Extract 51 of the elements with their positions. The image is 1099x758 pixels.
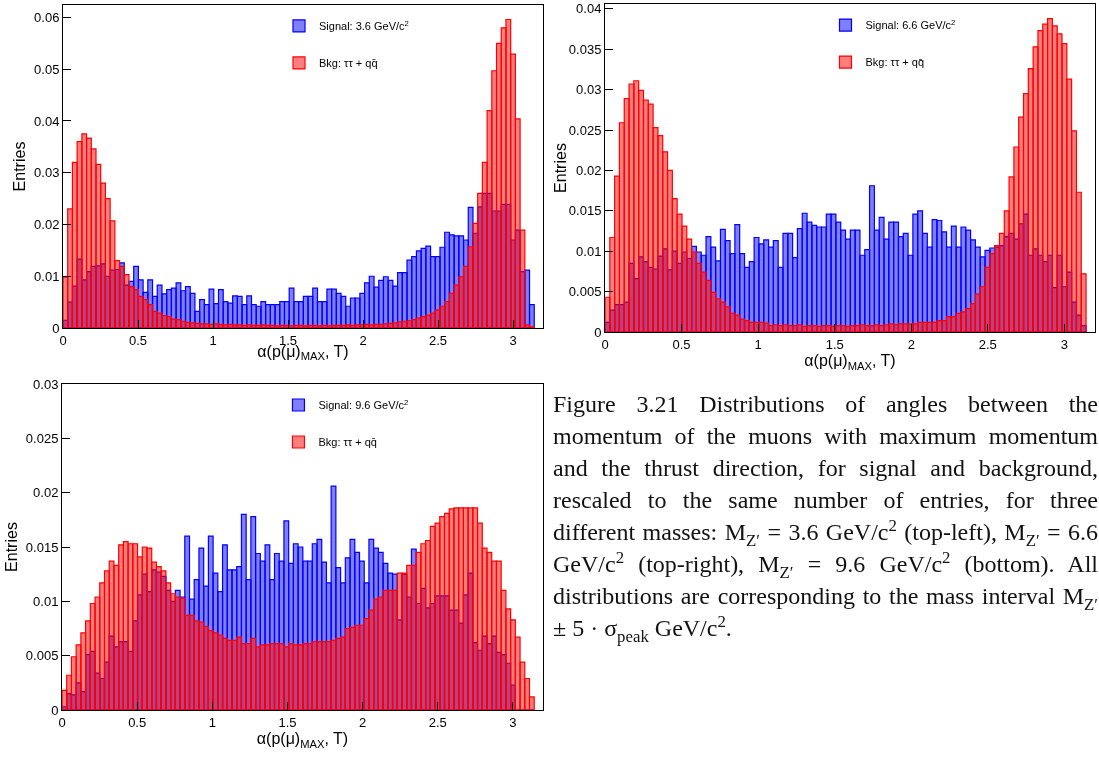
x-tick-label: 1 — [754, 336, 762, 352]
x-tick-label: 1.5 — [278, 714, 297, 730]
y-tick-label: 0.025 — [25, 430, 59, 446]
legend-label: Bkg: ττ + qq̄ — [865, 56, 925, 69]
y-tick-label: 0.02 — [34, 217, 60, 233]
y-tick-label: 0.005 — [25, 648, 59, 664]
y-tick-label: 0.025 — [568, 122, 602, 138]
x-axis-title: α(p(μ)$_{MAX}$, T) — [256, 730, 349, 750]
y-axis-title: Entries — [552, 143, 569, 193]
y-tick-label: 0.015 — [568, 203, 602, 219]
legend-label: Signal: 6.6 GeV/c$^{2}$ — [865, 17, 956, 32]
legend-label: Signal: 3.6 GeV/c$^{2}$ — [319, 18, 409, 33]
y-tick-label: 0.01 — [34, 268, 60, 284]
legend-label: Signal: 9.6 GeV/c$^{2}$ — [318, 397, 409, 412]
y-tick-label: 0.04 — [34, 113, 60, 129]
x-tick-label: 1 — [209, 332, 217, 348]
y-tick-label: 0.06 — [34, 9, 60, 25]
x-tick-label: 1.5 — [825, 336, 844, 352]
x-tick-label: 2.5 — [428, 714, 447, 730]
x-tick-label: 2 — [907, 336, 915, 352]
x-tick-label: 2.5 — [978, 336, 997, 352]
y-tick-label: 0.02 — [33, 485, 59, 501]
y-tick-label: 0.035 — [568, 41, 602, 57]
legend-label: Bkg: ττ + qq̄ — [318, 436, 377, 449]
x-tick-label: 3 — [509, 332, 517, 348]
y-tick-label: 0.03 — [33, 376, 59, 392]
y-tick-label: 0.03 — [576, 82, 602, 98]
y-tick-label: 0.05 — [34, 61, 60, 77]
x-tick-label: 3 — [509, 714, 517, 730]
legend-label: Bkg: ττ + qq̄ — [319, 57, 378, 70]
x-axis-title: α(p(μ)$_{MAX}$, T) — [804, 352, 896, 372]
x-tick-label: 2.5 — [428, 332, 448, 348]
x-tick-label: 2 — [359, 332, 367, 348]
y-tick-label: 0.01 — [33, 593, 59, 609]
y-tick-label: 0.02 — [576, 162, 602, 178]
x-tick-label: 0.5 — [672, 336, 691, 352]
x-tick-label: 0.5 — [128, 332, 148, 348]
y-tick-label: 0.03 — [34, 165, 60, 181]
y-axis-title: Entries — [10, 141, 28, 192]
y-tick-label: 0.015 — [25, 539, 59, 555]
y-tick-label: 0 — [52, 320, 60, 336]
y-axis-title: Entries — [2, 522, 20, 572]
x-tick-label: 1 — [208, 714, 216, 730]
x-tick-label: 2 — [359, 714, 367, 730]
y-tick-label: 0.04 — [576, 1, 602, 17]
y-tick-label: 0.005 — [568, 284, 602, 300]
chart-title: Figure 3.21 Distributions of angles between the momentum of the muons with maximum momentum and the thrust direction, for signal and background, rescaled to the same number of entries, for three different masses: M$_{Z′}$ = 3.6 GeV/c$^{2}$ (top-left), M$_{Z′}$ = 6.6 GeV/c$^{2}$ (top-right), M$_{Z′}$ = 9.6 GeV/c$^{2}$ (bottom). All distributions are corresponding to the mass interval M$_{Z′}$ ± 5 · σ$_{peak}$ GeV/c$^{2}$. — [553, 391, 1099, 646]
y-tick-label: 0 — [51, 702, 59, 718]
y-tick-label: 0.01 — [576, 243, 602, 259]
x-tick-label: 0.5 — [128, 714, 147, 730]
x-tick-label: 3 — [1060, 336, 1068, 352]
